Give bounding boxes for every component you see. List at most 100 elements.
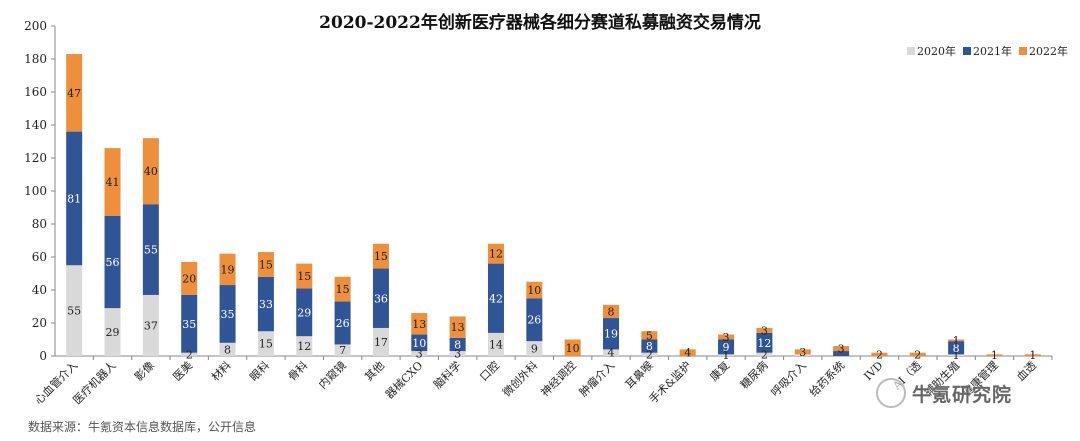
bar-segment — [257, 331, 274, 356]
data-label: 12 — [297, 340, 311, 353]
bar-segment — [257, 252, 274, 277]
data-label: 15 — [336, 283, 350, 296]
data-label: 3 — [454, 348, 461, 361]
data-label: 55 — [144, 244, 158, 257]
category-label: 口腔 — [477, 358, 502, 383]
bar-segment — [334, 301, 351, 345]
bar-segment — [641, 339, 658, 353]
bar-segment — [334, 344, 351, 356]
category-label: 影像 — [132, 359, 157, 384]
data-label: 13 — [451, 321, 465, 334]
data-label: 5 — [646, 329, 653, 342]
legend-swatch — [907, 47, 915, 55]
data-label: 19 — [604, 328, 618, 341]
bar-segment — [104, 308, 121, 356]
category-label: 医美 — [171, 359, 196, 384]
data-label: 3 — [799, 346, 806, 359]
bar-segment — [756, 327, 773, 333]
bar-segment — [334, 276, 351, 302]
data-label: 14 — [489, 338, 503, 351]
data-label: 26 — [527, 314, 541, 327]
bar-segment — [142, 294, 159, 356]
category-label: 神经调控 — [538, 358, 579, 399]
bar-segment — [219, 285, 236, 343]
data-label: 10 — [566, 342, 580, 355]
bar-segment — [794, 349, 811, 355]
data-label: 3 — [838, 343, 845, 356]
legend-item: 2022年 — [1019, 43, 1068, 59]
data-label: 56 — [106, 256, 120, 269]
data-label: 3 — [723, 331, 730, 344]
data-label: 10 — [412, 337, 426, 350]
category-label: 微创外科 — [499, 358, 540, 399]
data-label: 8 — [608, 305, 615, 318]
legend-swatch — [963, 47, 971, 55]
bar-segment — [526, 341, 543, 356]
data-label: 47 — [67, 87, 81, 100]
category-label: 骨科 — [285, 358, 310, 383]
bar-segment — [909, 352, 926, 356]
category-label: 眼科 — [247, 358, 272, 383]
data-label: 15 — [259, 258, 273, 271]
bar-segment — [641, 331, 658, 340]
bar-segment — [487, 243, 504, 264]
bar-segment — [104, 215, 121, 309]
data-label: 3 — [416, 348, 423, 361]
data-label: 8 — [454, 338, 461, 351]
category-label: 材料 — [208, 358, 233, 383]
data-label: 1 — [1029, 349, 1036, 362]
data-label: 1 — [953, 349, 960, 362]
data-label: 20 — [182, 272, 196, 285]
data-label: 81 — [67, 192, 81, 205]
bar-segment — [833, 351, 850, 356]
data-label: 2 — [761, 348, 768, 361]
category-label: 其他 — [362, 359, 387, 384]
bar-segment — [411, 334, 428, 352]
y-tick-label: 100 — [24, 184, 47, 198]
y-tick-label: 20 — [32, 316, 47, 330]
bar-segment — [104, 148, 121, 216]
bar-segment — [603, 349, 620, 356]
data-label: 8 — [646, 340, 653, 353]
data-label: 7 — [339, 344, 346, 357]
bar-segment — [449, 337, 466, 352]
category-label: 脑科学 — [431, 358, 464, 391]
bar-segment — [718, 339, 735, 355]
data-label: 42 — [489, 292, 503, 305]
category-label: 手术&监护 — [646, 358, 694, 406]
data-label: 15 — [297, 270, 311, 283]
bar-segment — [372, 327, 389, 356]
data-label: 10 — [527, 284, 541, 297]
watermark: 牛氪研究院 — [876, 378, 1012, 408]
y-tick-label: 80 — [32, 217, 47, 231]
bar-segment — [181, 261, 198, 295]
y-tick-label: 40 — [32, 283, 47, 297]
chart-title: 2020-2022年创新医疗器械各细分赛道私募融资交易情况 — [319, 13, 761, 33]
bar-segment — [871, 352, 888, 356]
legend-label: 2021年 — [973, 45, 1012, 58]
bar-segment — [372, 243, 389, 269]
bar-segment — [986, 354, 1003, 356]
data-label: 29 — [297, 306, 311, 319]
bar-segment — [641, 352, 658, 356]
bar-segment — [526, 281, 543, 299]
bar-segment — [66, 131, 83, 266]
data-label: 9 — [723, 341, 730, 354]
legend-swatch — [1019, 47, 1027, 55]
data-label: 9 — [531, 343, 538, 356]
data-label: 12 — [489, 248, 503, 261]
data-label: 2 — [186, 348, 193, 361]
y-tick-label: 180 — [24, 52, 47, 66]
legend-item: 2021年 — [963, 43, 1012, 59]
data-label: 55 — [67, 305, 81, 318]
legend-label: 2020年 — [917, 45, 956, 58]
bar-segment — [181, 294, 198, 353]
data-label: 1 — [991, 349, 998, 362]
y-tick-label: 0 — [39, 349, 47, 363]
y-tick-label: 60 — [32, 250, 47, 264]
source-note: 数据来源：牛氪资本信息数据库，公开信息 — [28, 420, 257, 434]
watermark-text: 牛氪研究院 — [912, 383, 1013, 406]
bar-segment — [948, 341, 965, 355]
bar-segment — [66, 265, 83, 356]
